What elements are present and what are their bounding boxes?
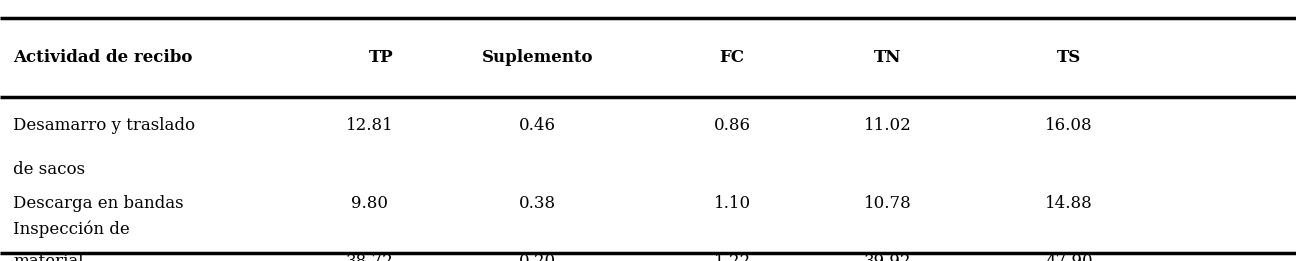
Text: FC: FC [719,49,745,66]
Text: de sacos: de sacos [13,161,86,178]
Text: 14.88: 14.88 [1046,195,1093,212]
Text: 39.92: 39.92 [864,252,911,261]
Text: 47.90: 47.90 [1046,252,1093,261]
Text: 38.72: 38.72 [346,252,393,261]
Text: Suplemento: Suplemento [482,49,594,66]
Text: 12.81: 12.81 [346,117,393,134]
Text: TS: TS [1058,49,1081,66]
Text: Actividad de recibo: Actividad de recibo [13,49,192,66]
Text: 0.86: 0.86 [714,117,750,134]
Text: 1.22: 1.22 [714,252,750,261]
Text: 9.80: 9.80 [351,195,388,212]
Text: 0.20: 0.20 [520,252,556,261]
Text: 16.08: 16.08 [1046,117,1093,134]
Text: 10.78: 10.78 [864,195,911,212]
Text: 1.10: 1.10 [714,195,750,212]
Text: Descarga en bandas: Descarga en bandas [13,195,184,212]
Text: 0.38: 0.38 [520,195,556,212]
Text: Inspección de: Inspección de [13,221,130,239]
Text: 0.46: 0.46 [520,117,556,134]
Text: Desamarro y traslado: Desamarro y traslado [13,117,196,134]
Text: TN: TN [874,49,902,66]
Text: 11.02: 11.02 [864,117,911,134]
Text: TP: TP [369,49,394,66]
Text: material: material [13,252,83,261]
